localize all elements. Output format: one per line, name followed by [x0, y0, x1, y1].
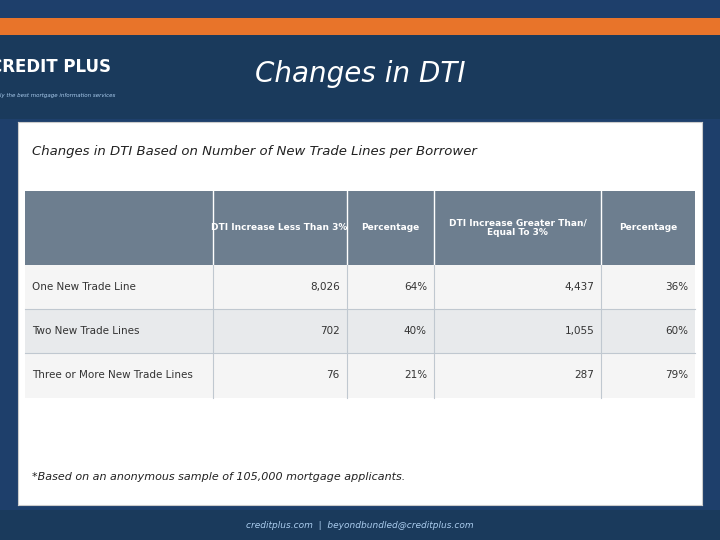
Text: DTI Increase Less Than 3%: DTI Increase Less Than 3%	[212, 223, 348, 232]
Text: 64%: 64%	[404, 282, 427, 292]
FancyBboxPatch shape	[24, 265, 696, 309]
Text: 79%: 79%	[665, 370, 688, 381]
Text: Three or More New Trade Lines: Three or More New Trade Lines	[32, 370, 192, 381]
Text: creditplus.com  |  beyondbundled@creditplus.com: creditplus.com | beyondbundled@creditplu…	[246, 521, 474, 530]
Text: 1,055: 1,055	[564, 326, 595, 336]
Text: Percentage: Percentage	[619, 223, 678, 232]
Text: 4,437: 4,437	[564, 282, 595, 292]
FancyBboxPatch shape	[24, 353, 696, 397]
Text: CREDIT PLUS: CREDIT PLUS	[0, 58, 111, 76]
Text: 702: 702	[320, 326, 340, 336]
Text: One New Trade Line: One New Trade Line	[32, 282, 135, 292]
Text: 40%: 40%	[404, 326, 427, 336]
Text: Two New Trade Lines: Two New Trade Lines	[32, 326, 139, 336]
Text: 76: 76	[326, 370, 340, 381]
Text: *Based on an anonymous sample of 105,000 mortgage applicants.: *Based on an anonymous sample of 105,000…	[32, 472, 405, 482]
Text: 287: 287	[575, 370, 595, 381]
Text: 8,026: 8,026	[310, 282, 340, 292]
Text: Simply the best mortgage information services: Simply the best mortgage information ser…	[0, 93, 115, 98]
Text: 21%: 21%	[404, 370, 427, 381]
Text: Changes in DTI Based on Number of New Trade Lines per Borrower: Changes in DTI Based on Number of New Tr…	[32, 145, 477, 158]
Text: 60%: 60%	[665, 326, 688, 336]
Text: 36%: 36%	[665, 282, 688, 292]
FancyBboxPatch shape	[24, 191, 696, 265]
Text: Percentage: Percentage	[361, 223, 419, 232]
Text: DTI Increase Greater Than/
Equal To 3%: DTI Increase Greater Than/ Equal To 3%	[449, 218, 586, 238]
FancyBboxPatch shape	[24, 309, 696, 353]
Text: Changes in DTI: Changes in DTI	[255, 59, 465, 87]
